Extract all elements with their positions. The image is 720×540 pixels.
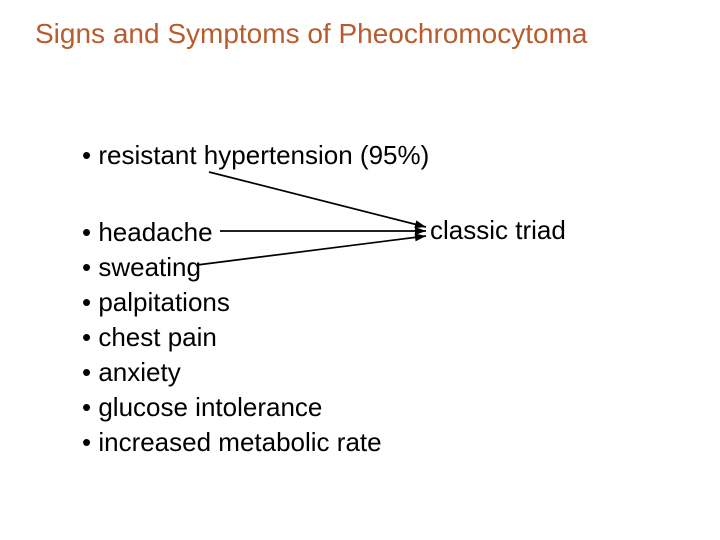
list-item: • anxiety xyxy=(82,355,382,390)
first-bullet: • resistant hypertension (95%) xyxy=(82,140,429,171)
slide-title: Signs and Symptoms of Pheochromocytoma xyxy=(35,18,587,50)
slide: Signs and Symptoms of Pheochromocytoma •… xyxy=(0,0,720,540)
symptom-list: • headache • sweating • palpitations • c… xyxy=(82,215,382,460)
classic-triad-label: classic triad xyxy=(430,215,566,246)
list-item: • sweating xyxy=(82,250,382,285)
list-item: • palpitations xyxy=(82,285,382,320)
list-item: • chest pain xyxy=(82,320,382,355)
list-item: • increased metabolic rate xyxy=(82,425,382,460)
list-item: • headache xyxy=(82,215,382,250)
list-item: • glucose intolerance xyxy=(82,390,382,425)
